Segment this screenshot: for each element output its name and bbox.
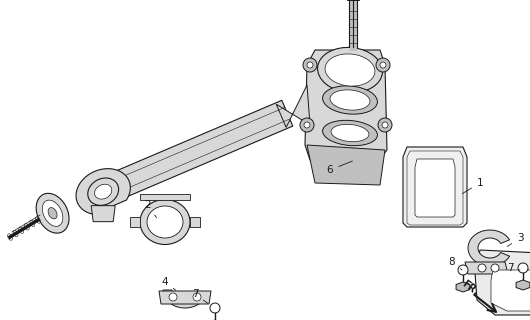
Text: 2: 2 [145, 200, 156, 218]
Text: 5: 5 [0, 319, 1, 320]
Text: 1: 1 [462, 178, 483, 194]
Ellipse shape [382, 122, 388, 128]
Ellipse shape [491, 264, 499, 272]
Ellipse shape [210, 303, 220, 313]
Polygon shape [140, 194, 190, 200]
Polygon shape [159, 291, 211, 304]
Ellipse shape [140, 199, 190, 244]
Ellipse shape [317, 47, 383, 92]
Ellipse shape [169, 293, 177, 301]
Text: 6: 6 [326, 161, 352, 175]
Polygon shape [190, 217, 200, 227]
Text: 8: 8 [449, 257, 462, 270]
Ellipse shape [303, 58, 317, 72]
Ellipse shape [325, 54, 375, 86]
Text: 3: 3 [507, 233, 523, 246]
Polygon shape [475, 250, 530, 315]
Polygon shape [403, 147, 467, 227]
Ellipse shape [42, 200, 63, 226]
Ellipse shape [378, 118, 392, 132]
Ellipse shape [458, 265, 468, 275]
Polygon shape [516, 280, 530, 290]
Polygon shape [163, 290, 207, 308]
Polygon shape [491, 270, 530, 311]
Ellipse shape [300, 118, 314, 132]
Ellipse shape [330, 90, 370, 110]
Polygon shape [468, 230, 510, 266]
Ellipse shape [518, 263, 528, 273]
Ellipse shape [147, 206, 183, 238]
Polygon shape [456, 282, 470, 292]
Text: 7: 7 [192, 289, 208, 303]
Polygon shape [76, 169, 130, 214]
Ellipse shape [376, 58, 390, 72]
Text: FR.: FR. [460, 279, 480, 297]
Polygon shape [307, 145, 385, 185]
Polygon shape [130, 217, 140, 227]
Ellipse shape [193, 293, 201, 301]
Ellipse shape [331, 124, 369, 142]
Polygon shape [91, 206, 115, 222]
Ellipse shape [48, 208, 57, 219]
Ellipse shape [94, 184, 112, 199]
Ellipse shape [323, 120, 377, 146]
Ellipse shape [323, 86, 377, 114]
Polygon shape [88, 100, 293, 209]
Polygon shape [305, 50, 387, 165]
Ellipse shape [36, 193, 69, 233]
Text: 4: 4 [162, 277, 176, 290]
Polygon shape [276, 85, 310, 127]
Ellipse shape [478, 264, 486, 272]
Text: 7: 7 [507, 263, 520, 273]
Polygon shape [465, 262, 508, 274]
Polygon shape [415, 159, 455, 217]
Ellipse shape [304, 122, 310, 128]
Ellipse shape [380, 62, 386, 68]
Ellipse shape [307, 62, 313, 68]
